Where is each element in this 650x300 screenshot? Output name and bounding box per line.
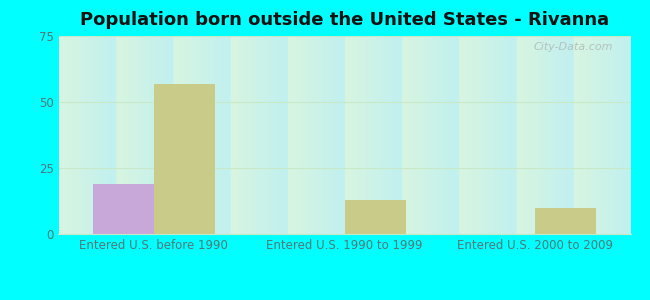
Bar: [535, 208, 596, 234]
Bar: [93, 184, 154, 234]
Bar: [154, 83, 215, 234]
Title: Population born outside the United States - Rivanna: Population born outside the United State…: [80, 11, 609, 29]
Text: City-Data.com: City-Data.com: [534, 42, 614, 52]
Bar: [344, 200, 406, 234]
